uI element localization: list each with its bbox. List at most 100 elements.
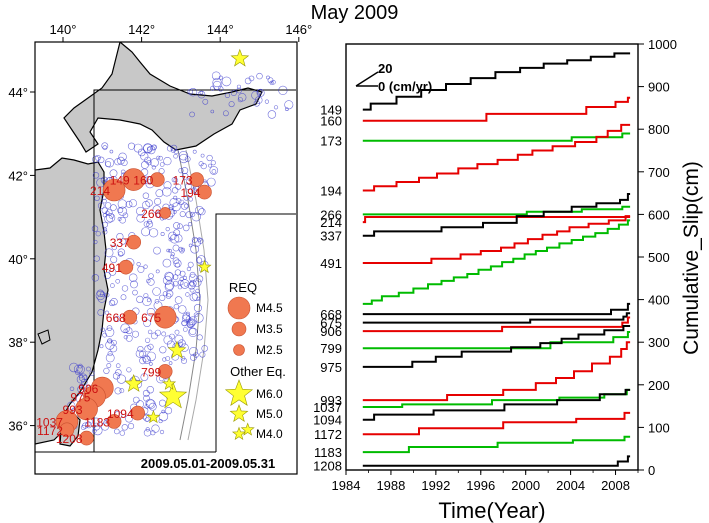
seismicity-point: [103, 367, 110, 375]
seismicity-point: [141, 227, 151, 237]
seismicity-point: [166, 290, 174, 298]
seismicity-point: [125, 334, 133, 342]
seismicity-point: [154, 197, 162, 206]
seismicity-point: [146, 308, 156, 317]
seismicity-point: [146, 160, 152, 166]
seismicity-point: [236, 84, 241, 89]
seismicity-point: [174, 234, 183, 243]
seismicity-point: [173, 178, 179, 183]
seismicity-point: [148, 273, 154, 279]
seismicity-point: [182, 314, 191, 323]
seismicity-point: [115, 369, 122, 376]
seismicity-point: [273, 105, 279, 110]
seismicity-point: [200, 153, 205, 158]
seismicity-point: [187, 261, 194, 268]
seismicity-point: [190, 211, 196, 217]
seismicity-point: [85, 421, 93, 429]
figure-title: May 2009: [310, 2, 399, 24]
scale-bar-top: 20: [378, 61, 392, 76]
map-frame: [34, 41, 298, 475]
req-label: 1037: [36, 415, 63, 429]
seismicity-point: [115, 363, 121, 369]
series-label: 149: [320, 103, 342, 118]
seismicity-point: [175, 183, 182, 190]
series-line: [362, 123, 631, 192]
seismicity-point: [142, 296, 152, 306]
seismicity-point: [127, 423, 135, 430]
seismicity-point: [171, 187, 179, 194]
seismicity-point: [284, 100, 294, 110]
legend-req-marker: [233, 344, 245, 356]
legend-other-label: M5.0: [256, 407, 283, 421]
seismicity-point: [159, 399, 167, 407]
seismicity-point: [191, 212, 202, 222]
seismicity-point: [224, 92, 230, 98]
seismicity-point: [110, 256, 118, 264]
other-eq-star: [167, 340, 187, 359]
y-axis-title: Cumulative_Slip(cm): [680, 161, 703, 355]
seismicity-point: [143, 394, 150, 402]
seismicity-point: [142, 389, 150, 397]
seismicity-point: [102, 198, 107, 204]
seismicity-point: [186, 266, 191, 272]
seismicity-point: [108, 299, 116, 307]
seismicity-point: [267, 110, 277, 119]
seismicity-point: [133, 396, 140, 404]
other-eq-star: [158, 381, 188, 409]
seismicity-point: [95, 154, 101, 161]
seismicity-point: [104, 310, 109, 315]
seismicity-point: [212, 80, 222, 90]
legend-other-label: M4.0: [256, 427, 283, 441]
req-marker: [126, 234, 142, 250]
seismicity-point: [173, 149, 179, 155]
series-label: 160: [320, 114, 342, 129]
seismicity-point: [267, 77, 274, 84]
y-tick-label: 0: [648, 463, 655, 478]
seismicity-point: [170, 147, 176, 153]
x-tick-label: 2000: [511, 478, 540, 493]
series-label: 1208: [313, 459, 342, 474]
seismicity-point: [171, 202, 181, 212]
seismicity-point: [162, 291, 168, 297]
seismicity-point: [174, 329, 180, 335]
seismicity-point: [103, 227, 108, 232]
japan-trench-2: [185, 149, 209, 441]
req-marker: [59, 422, 75, 438]
seismicity-point: [80, 424, 86, 430]
seismicity-point: [210, 109, 215, 114]
seismicity-point: [178, 168, 184, 174]
seismicity-point: [129, 273, 138, 282]
seismicity-point: [196, 257, 203, 264]
seismicity-point: [135, 349, 144, 358]
legend-other-star: [229, 404, 249, 422]
seismicity-point: [116, 233, 124, 241]
legend-req-label: M4.5: [256, 301, 283, 315]
seismicity-point: [142, 354, 150, 363]
seismicity-point: [230, 90, 237, 97]
seismicity-point: [173, 222, 181, 230]
seismicity-point: [174, 296, 183, 304]
y-tick-label: 400: [648, 293, 670, 308]
seismicity-point: [150, 332, 158, 340]
map-lat-tick: 38°: [8, 335, 28, 350]
seismicity-point: [111, 244, 118, 251]
req-label: 906: [78, 382, 98, 396]
seismicity-point: [132, 289, 138, 296]
seismicity-point: [237, 97, 243, 103]
series-line: [362, 193, 631, 237]
seismicity-point: [179, 270, 186, 277]
other-eq-star: [230, 48, 250, 67]
scale-bar-bottom: 0 (cm/yr): [378, 79, 432, 94]
series-label: 214: [320, 215, 342, 230]
seismicity-point: [144, 156, 152, 164]
seismicity-point: [182, 224, 190, 232]
seismicity-point: [278, 85, 288, 95]
other-eq-star: [197, 259, 212, 274]
seismicity-point: [77, 385, 86, 394]
seismicity-point: [145, 337, 151, 343]
x-tick-label: 1988: [376, 478, 405, 493]
seismicity-point: [210, 160, 216, 166]
seismicity-point: [104, 158, 115, 168]
seismicity-point: [146, 220, 154, 228]
